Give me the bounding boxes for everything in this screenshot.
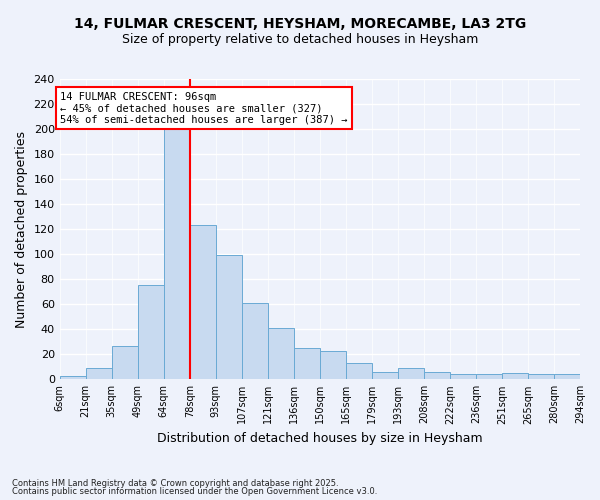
- Text: Contains public sector information licensed under the Open Government Licence v3: Contains public sector information licen…: [12, 487, 377, 496]
- Text: 14, FULMAR CRESCENT, HEYSHAM, MORECAMBE, LA3 2TG: 14, FULMAR CRESCENT, HEYSHAM, MORECAMBE,…: [74, 18, 526, 32]
- Bar: [346, 363, 372, 380]
- Bar: [502, 373, 528, 380]
- Bar: [242, 303, 268, 380]
- Bar: [138, 286, 164, 380]
- Bar: [372, 372, 398, 380]
- Y-axis label: Number of detached properties: Number of detached properties: [15, 130, 28, 328]
- Bar: [216, 256, 242, 380]
- Bar: [294, 348, 320, 380]
- X-axis label: Distribution of detached houses by size in Heysham: Distribution of detached houses by size …: [157, 432, 482, 445]
- Bar: [528, 374, 554, 380]
- Text: Size of property relative to detached houses in Heysham: Size of property relative to detached ho…: [122, 32, 478, 46]
- Bar: [320, 350, 346, 380]
- Bar: [112, 346, 138, 380]
- Text: 14 FULMAR CRESCENT: 96sqm
← 45% of detached houses are smaller (327)
54% of semi: 14 FULMAR CRESCENT: 96sqm ← 45% of detac…: [60, 92, 347, 124]
- Bar: [554, 374, 580, 380]
- Bar: [164, 129, 190, 380]
- Bar: [59, 376, 86, 380]
- Bar: [86, 368, 112, 380]
- Bar: [424, 372, 450, 380]
- Text: Contains HM Land Registry data © Crown copyright and database right 2025.: Contains HM Land Registry data © Crown c…: [12, 478, 338, 488]
- Bar: [398, 368, 424, 380]
- Bar: [450, 374, 476, 380]
- Bar: [476, 374, 502, 380]
- Bar: [190, 226, 216, 380]
- Bar: [268, 328, 294, 380]
